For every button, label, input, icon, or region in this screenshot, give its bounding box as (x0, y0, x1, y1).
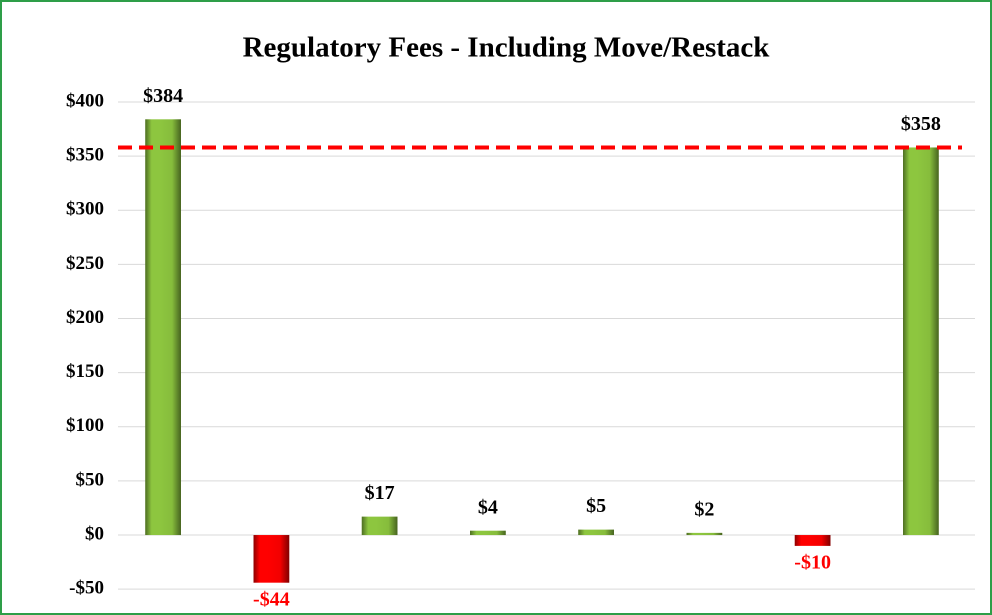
bar-shade (470, 530, 506, 536)
y-tick-label: -$50 (69, 578, 104, 599)
y-tick-label: $200 (66, 307, 104, 328)
value-label: $358 (901, 113, 941, 135)
y-tick-label: $350 (66, 144, 104, 165)
y-tick-label: $100 (66, 415, 104, 436)
value-label: $384 (143, 85, 183, 107)
y-tick-label: $0 (85, 523, 104, 544)
bar-shade (794, 535, 831, 546)
value-label: -$44 (253, 588, 290, 610)
y-tick-label: $50 (76, 469, 105, 490)
value-label: $5 (586, 495, 606, 517)
y-tick-label: $150 (66, 361, 104, 382)
y-tick-label: $250 (66, 253, 104, 274)
bar-shade (145, 119, 181, 536)
value-label: -$10 (794, 551, 831, 573)
value-label: $4 (478, 496, 498, 518)
y-tick-label: $300 (66, 199, 104, 220)
bar-shade (361, 516, 398, 536)
value-label: $2 (694, 498, 714, 520)
bar-shade (253, 535, 290, 583)
bar-shade (578, 529, 614, 536)
bar-shade (903, 147, 939, 536)
bar-shade (686, 532, 723, 536)
value-label: $17 (365, 482, 395, 504)
y-tick-label: $400 (66, 90, 104, 111)
chart-title: Regulatory Fees - Including Move/Restack (243, 32, 771, 64)
